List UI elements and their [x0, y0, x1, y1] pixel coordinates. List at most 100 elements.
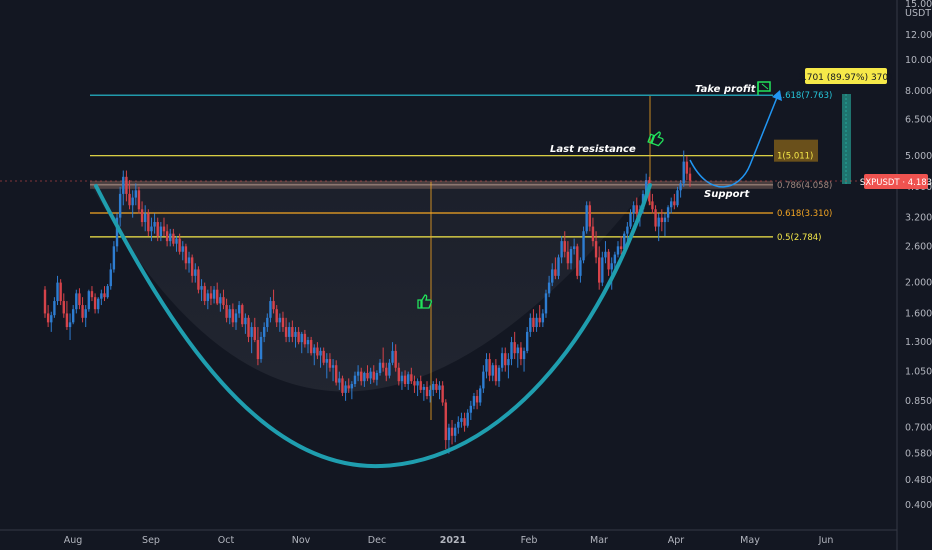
candle-body — [50, 315, 53, 323]
candle-body — [356, 371, 360, 376]
candle-body — [178, 238, 181, 252]
candle-body — [78, 293, 81, 306]
candle-body — [497, 367, 501, 382]
candle-body — [288, 327, 291, 337]
candle-body — [350, 384, 354, 389]
target-flag-icon — [757, 81, 771, 95]
candle-body — [219, 297, 222, 304]
candle-body — [269, 301, 272, 318]
price-tick-label: 0.850 — [905, 396, 932, 407]
candle-body — [59, 282, 62, 302]
cup-curve — [94, 183, 652, 469]
price-tick-label: 12.000 — [905, 30, 932, 41]
candle-body — [397, 367, 401, 382]
candle-body — [84, 309, 87, 318]
candle-body — [679, 183, 682, 191]
price-tick-label: 10.000 — [905, 55, 932, 66]
fib-level-label: 1.618(7.763) — [777, 91, 832, 101]
candle-body — [313, 347, 316, 354]
price-tick-label: 2.600 — [905, 241, 932, 252]
candle-body — [673, 201, 676, 206]
candle-body — [626, 226, 629, 234]
candle-body — [513, 342, 516, 354]
candle-body — [272, 301, 275, 310]
thumbs-up-icon — [417, 294, 433, 309]
candle-body — [212, 289, 216, 299]
candle-body — [453, 427, 457, 436]
candle-body — [557, 257, 560, 276]
candle-body — [181, 246, 184, 252]
candle-body — [422, 386, 426, 390]
fib-level-label: 0.618(3.310) — [777, 209, 832, 219]
fib-level-label: 0.5(2.784) — [777, 233, 821, 243]
candle-body — [604, 251, 607, 258]
candle-body — [441, 385, 444, 403]
candle-body — [569, 249, 573, 264]
candle-body — [522, 350, 526, 360]
price-axis-unit: USDT — [905, 8, 931, 19]
candle-body — [250, 327, 253, 337]
candle-body — [203, 286, 206, 302]
candle-body — [463, 418, 466, 426]
candle-body — [572, 246, 576, 250]
candle-body — [43, 289, 47, 314]
candle-body — [475, 396, 479, 403]
candle-body — [209, 293, 213, 299]
candle-body — [56, 282, 59, 302]
candle-body — [216, 289, 219, 304]
candle-body — [68, 322, 72, 328]
candle-body — [306, 340, 310, 345]
candle-body — [247, 317, 250, 337]
candle-body — [115, 217, 119, 247]
candle-body — [676, 190, 679, 206]
candle-body — [544, 293, 548, 314]
candle-body — [284, 327, 288, 337]
candle-body — [363, 372, 366, 382]
candle-body — [688, 173, 692, 181]
candle-body — [407, 374, 410, 385]
candle-body — [75, 293, 78, 310]
candle-body — [159, 226, 163, 237]
candle-body — [294, 331, 297, 337]
time-tick-label: May — [740, 535, 760, 546]
candle-body — [194, 269, 197, 276]
candle-body — [341, 378, 344, 393]
time-tick-label: Aug — [64, 535, 83, 546]
candle-body — [231, 309, 235, 323]
candle-body — [237, 305, 241, 314]
candle-body — [90, 291, 94, 298]
candle-body — [118, 193, 122, 218]
candle-body — [93, 297, 97, 310]
candle-body — [53, 301, 56, 316]
time-tick-label: Mar — [590, 535, 608, 546]
candle-body — [651, 201, 654, 210]
candle-body — [663, 217, 667, 223]
candle-body — [525, 331, 529, 351]
candle-body — [388, 362, 391, 376]
candle-body — [131, 197, 134, 206]
candle-body — [300, 333, 303, 343]
candle-body — [328, 359, 332, 368]
candle-body — [425, 386, 429, 397]
candle-body — [507, 359, 510, 366]
candle-body — [309, 340, 313, 354]
annotation-take-profit: Take profit — [695, 84, 757, 95]
cup-area-shading — [90, 183, 650, 392]
candle-body — [241, 305, 244, 325]
candle-body — [597, 257, 601, 283]
price-tick-label: 1.600 — [905, 308, 932, 319]
candle-body — [435, 384, 438, 390]
candle-body — [97, 298, 100, 310]
candle-body — [582, 231, 585, 261]
candle-body — [491, 365, 494, 376]
candle-body — [419, 381, 422, 390]
candle-body — [563, 241, 566, 252]
price-tick-label: 8.000 — [905, 86, 932, 97]
candle-body — [150, 226, 153, 232]
time-tick-label: Dec — [368, 535, 386, 546]
time-tick-label: Nov — [292, 535, 311, 546]
candle-body — [266, 317, 269, 328]
candle-body — [391, 350, 394, 363]
candle-body — [137, 190, 141, 210]
candle-body — [275, 309, 278, 323]
